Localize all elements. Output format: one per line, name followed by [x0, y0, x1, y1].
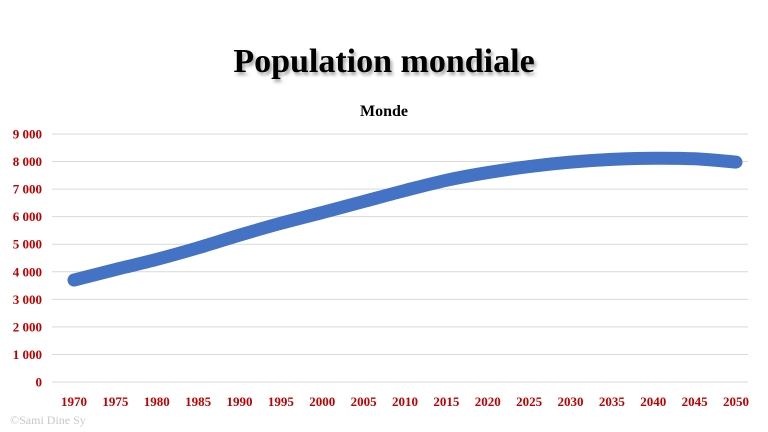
y-tick-label: 4 000 — [13, 264, 42, 279]
y-tick-label: 5 000 — [13, 237, 42, 252]
y-tick-label: 3 000 — [13, 292, 42, 307]
x-tick-label: 2015 — [433, 394, 460, 409]
y-tick-label: 2 000 — [13, 319, 42, 334]
x-tick-label: 2000 — [309, 394, 335, 409]
y-tick-label: 8 000 — [13, 154, 42, 169]
y-tick-label: 6 000 — [13, 209, 42, 224]
x-tick-label: 1985 — [185, 394, 212, 409]
y-tick-label: 0 — [36, 375, 43, 390]
series-group — [67, 151, 743, 287]
y-tick-label: 7 000 — [13, 182, 42, 197]
y-tick-label: 1 000 — [13, 347, 42, 362]
chart-title: Population mondiale — [233, 43, 535, 80]
x-tick-label: 2050 — [723, 394, 749, 409]
x-tick-label: 2020 — [475, 394, 501, 409]
x-tick-label: 2045 — [682, 394, 709, 409]
x-tick-label: 2010 — [392, 394, 418, 409]
x-tick-label: 2025 — [516, 394, 543, 409]
x-tick-label: 1970 — [61, 394, 87, 409]
x-tick-label: 2030 — [558, 394, 584, 409]
y-tick-label: 9 000 — [13, 127, 42, 142]
y-axis-tick-labels: 0 1 000 2 000 3 000 4 000 5 000 6 000 7 000 8 00… — [13, 127, 42, 390]
x-tick-label: 1980 — [144, 394, 170, 409]
x-tick-label: 1995 — [268, 394, 295, 409]
x-tick-label: 2035 — [599, 394, 626, 409]
x-tick-label: 2040 — [640, 394, 666, 409]
x-axis-tick-labels: 1970 1975 1980 1985 1990 1995 2000 2005 2010 2015… — [61, 394, 749, 409]
x-tick-label: 2005 — [351, 394, 378, 409]
chart-subtitle: Monde — [360, 103, 408, 120]
x-tick-label: 1975 — [102, 394, 129, 409]
series-line — [67, 151, 743, 287]
watermark-text: ©Sami Dine Sy — [10, 413, 86, 427]
gridlines — [52, 133, 748, 383]
x-tick-label: 1990 — [227, 394, 253, 409]
